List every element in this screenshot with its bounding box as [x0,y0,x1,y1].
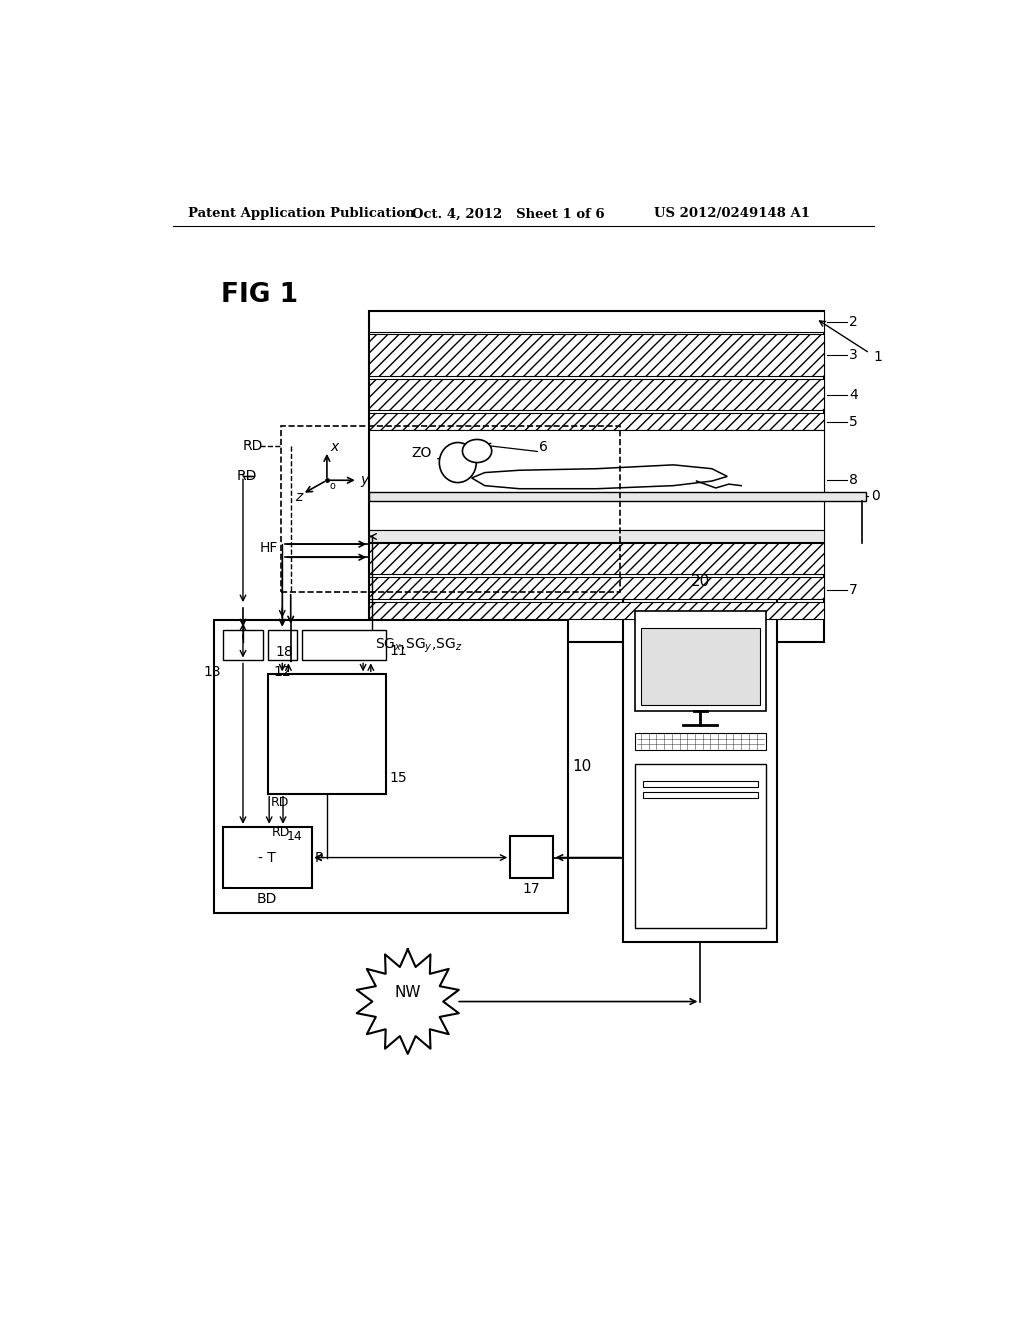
Text: NW: NW [394,985,421,999]
Bar [214,620,568,913]
Bar [635,611,766,711]
Text: x: x [330,440,338,454]
Bar [370,430,823,531]
Bar [370,413,823,430]
Text: 8: 8 [849,474,858,487]
Bar [370,577,823,599]
Bar [643,792,758,799]
Bar [370,602,823,619]
Ellipse shape [439,442,476,483]
Text: 10: 10 [572,759,592,775]
Text: 2: 2 [849,314,858,329]
Bar [624,595,777,942]
Text: FIG 1: FIG 1 [221,282,299,309]
Polygon shape [472,465,727,488]
Text: RD: RD [243,438,262,453]
Text: o: o [330,482,335,491]
Bar [635,733,766,750]
Bar [281,426,620,591]
Text: 4: 4 [849,388,858,401]
Text: 3: 3 [849,347,858,362]
Bar [641,628,760,705]
Text: 1: 1 [873,350,883,364]
Bar [643,780,758,787]
Text: RD: RD [272,826,291,840]
Text: 11: 11 [389,644,407,659]
Text: Patent Application Publication: Patent Application Publication [188,207,415,220]
Text: 20: 20 [691,574,710,590]
Text: Oct. 4, 2012   Sheet 1 of 6: Oct. 4, 2012 Sheet 1 of 6 [412,207,604,220]
Text: ZO: ZO [412,446,432,461]
Text: RD: RD [237,470,257,483]
Bar [370,379,823,411]
Text: P: P [314,850,323,865]
Text: 0: 0 [871,490,880,503]
Bar [370,544,823,574]
Text: 12: 12 [273,665,291,678]
Bar [635,763,766,928]
Text: z: z [295,490,302,504]
Text: 15: 15 [389,771,407,785]
Ellipse shape [463,440,492,462]
Text: 18: 18 [275,645,293,659]
Bar [267,630,297,660]
Text: BD: BD [257,892,278,906]
Bar [301,630,386,660]
Text: 5: 5 [849,414,858,429]
Text: y: y [360,474,369,487]
Text: 7: 7 [849,582,858,597]
Bar [370,312,823,333]
Bar [223,630,263,660]
Text: 13: 13 [203,665,220,678]
Bar [223,826,311,888]
Bar [370,531,823,543]
Text: RD: RD [270,796,289,809]
Text: SG$_x$,SG$_y$,SG$_z$: SG$_x$,SG$_y$,SG$_z$ [376,636,463,655]
Polygon shape [356,949,459,1053]
Bar [370,334,823,376]
Text: 14: 14 [287,829,302,842]
Bar [370,312,823,642]
Bar [370,492,866,502]
Text: 6: 6 [539,440,548,454]
Text: US 2012/0249148 A1: US 2012/0249148 A1 [654,207,810,220]
Bar [267,675,386,793]
Text: 17: 17 [522,882,540,896]
Bar [510,836,553,878]
Text: - T: - T [258,850,275,865]
Text: HF: HF [260,541,279,554]
